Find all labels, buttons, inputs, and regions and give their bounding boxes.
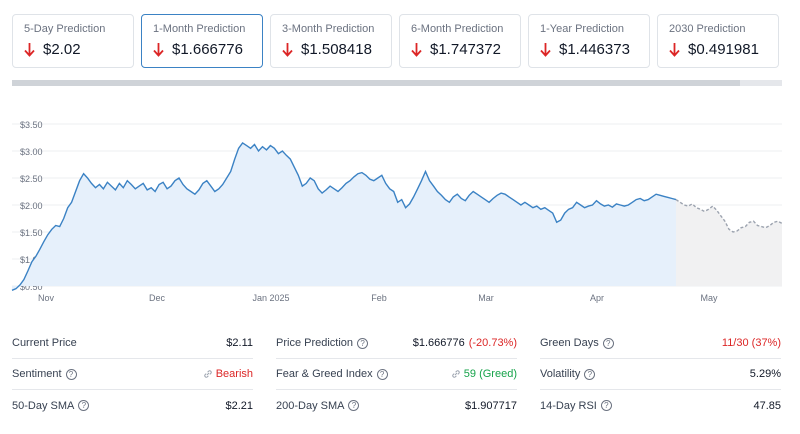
stats-column: Price Prediction? $1.666776 (-20.73%) Fea… <box>276 328 517 421</box>
prediction-card-1-month[interactable]: 1-Month Prediction $1.666776 <box>141 14 263 68</box>
prediction-card-5-day[interactable]: 5-Day Prediction $2.02 <box>12 14 134 68</box>
stat-sentiment: Sentiment? Bearish <box>12 359 253 390</box>
arrow-down-icon <box>153 43 164 57</box>
x-tick-label: Nov <box>38 293 55 303</box>
stat-label: Volatility <box>540 368 581 380</box>
prediction-card-value: $1.666776 <box>172 41 243 58</box>
prediction-cards: 5-Day Prediction $2.02 1-Month Predictio… <box>12 14 782 68</box>
help-icon[interactable]: ? <box>357 337 369 349</box>
y-tick-label: $3.50 <box>20 120 43 130</box>
prediction-card-label: 1-Year Prediction <box>540 23 624 35</box>
prediction-card-6-month[interactable]: 6-Month Prediction $1.747372 <box>399 14 521 68</box>
stat-value: 47.85 <box>753 399 781 412</box>
stat-value: $1.907717 <box>465 399 517 412</box>
stat-green-days: Green Days? 11/30 (37%) <box>540 328 781 359</box>
link-icon <box>452 370 460 378</box>
y-tick-label: $1.00 <box>20 255 43 265</box>
stat-label: Green Days <box>540 337 599 349</box>
scrollbar-thumb[interactable] <box>12 80 740 86</box>
stat-value: $2.21 <box>225 399 253 412</box>
stat-label: Fear & Greed Index <box>276 368 373 380</box>
stat-volatility: Volatility? 5.29% <box>540 359 781 390</box>
help-icon[interactable]: ? <box>348 400 360 411</box>
price-line <box>11 141 677 291</box>
arrow-down-icon <box>540 43 551 57</box>
x-tick-label: Dec <box>149 293 166 303</box>
help-icon[interactable]: ? <box>78 400 90 411</box>
x-tick-label: Jan 2025 <box>252 293 289 303</box>
arrow-down-icon <box>669 43 680 57</box>
x-tick-label: May <box>700 293 718 303</box>
forecast-line <box>675 199 783 233</box>
stat-50-day-sma: 50-Day SMA? $2.21 <box>12 390 253 421</box>
stat-current-price: Current Price $2.11 <box>12 328 253 359</box>
stat-value: $2.11 <box>226 337 253 349</box>
stat-value[interactable]: 59 (Greed) <box>463 368 517 380</box>
stats-table: Current Price $2.11 Sentiment? Bearish 5… <box>12 328 782 421</box>
prediction-card-1-year[interactable]: 1-Year Prediction $1.446373 <box>528 14 650 68</box>
y-tick-label: $0.50 <box>20 282 43 292</box>
y-tick-label: $2.50 <box>20 174 43 184</box>
stats-column: Green Days? 11/30 (37%) Volatility? 5.29… <box>540 328 781 421</box>
horizontal-scrollbar[interactable] <box>12 80 782 86</box>
prediction-card-label: 6-Month Prediction <box>411 23 504 35</box>
stat-change-percent: (-20.73%) <box>468 337 517 349</box>
prediction-card-label: 3-Month Prediction <box>282 23 375 35</box>
help-icon[interactable]: ? <box>584 368 596 380</box>
stat-label: Sentiment <box>12 368 62 380</box>
help-icon[interactable]: ? <box>65 368 77 380</box>
help-icon[interactable]: ? <box>602 337 614 349</box>
prediction-card-label: 2030 Prediction <box>669 23 746 35</box>
y-tick-label: $1.50 <box>20 228 43 238</box>
stat-label: 200-Day SMA <box>276 399 345 412</box>
prediction-card-3-month[interactable]: 3-Month Prediction $1.508418 <box>270 14 392 68</box>
prediction-card-value: $1.446373 <box>559 41 630 58</box>
stat-value: 5.29% <box>749 368 781 380</box>
stat-value: 11/30 (37%) <box>721 337 781 349</box>
stat-14-day-rsi: 14-Day RSI? 47.85 <box>540 390 781 421</box>
link-icon <box>203 370 212 378</box>
arrow-down-icon <box>411 43 422 57</box>
prediction-card-value: $1.508418 <box>301 41 372 58</box>
x-tick-label: Feb <box>371 293 387 303</box>
prediction-card-label: 1-Month Prediction <box>153 23 246 35</box>
price-chart: $0.50 $1.00 $1.50 $2.00 $2.50 $3.00 $3.50 Nov De… <box>11 120 783 303</box>
x-tick-label: Mar <box>478 293 494 303</box>
stat-label: 50-Day SMA <box>12 399 75 412</box>
prediction-card-2030[interactable]: 2030 Prediction $0.491981 <box>657 14 779 68</box>
help-icon[interactable]: ? <box>600 400 612 411</box>
stat-fear-greed: Fear & Greed Index? 59 (Greed) <box>276 359 517 390</box>
stats-column: Current Price $2.11 Sentiment? Bearish 5… <box>12 328 253 421</box>
stat-value[interactable]: Bearish <box>215 368 253 380</box>
arrow-down-icon <box>24 43 35 57</box>
arrow-down-icon <box>282 43 293 57</box>
stat-price-prediction: Price Prediction? $1.666776 (-20.73%) <box>276 328 517 359</box>
stat-label: 14-Day RSI <box>540 399 597 412</box>
help-icon[interactable]: ? <box>376 368 388 380</box>
y-tick-label: $3.00 <box>20 147 43 157</box>
stat-value: $1.666776 <box>412 337 465 349</box>
prediction-card-value: $2.02 <box>43 41 81 58</box>
y-tick-label: $2.00 <box>20 201 43 211</box>
stat-label: Current Price <box>12 337 77 349</box>
forecast-area <box>676 199 782 286</box>
x-tick-label: Apr <box>590 293 604 303</box>
prediction-card-value: $0.491981 <box>688 41 759 58</box>
stat-label: Price Prediction <box>276 337 354 349</box>
prediction-card-label: 5-Day Prediction <box>24 23 106 35</box>
price-area <box>12 142 676 291</box>
stat-200-day-sma: 200-Day SMA? $1.907717 <box>276 390 517 421</box>
prediction-card-value: $1.747372 <box>430 41 501 58</box>
